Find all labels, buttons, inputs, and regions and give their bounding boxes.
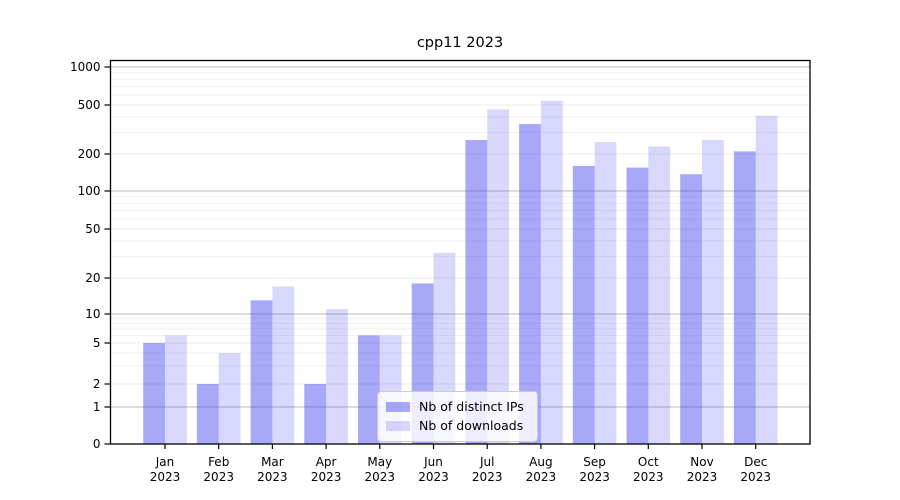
- x-tick-label-year: 2023: [257, 470, 288, 484]
- bar-downloads-mar: [272, 286, 295, 444]
- y-tick-label: 10: [85, 307, 100, 321]
- x-tick-label-month: Mar: [261, 455, 284, 469]
- bar-downloads-jan: [165, 335, 187, 444]
- plot-border: [109, 59, 811, 445]
- x-tick-label-year: 2023: [365, 470, 396, 484]
- legend: Nb of distinct IPs Nb of downloads: [377, 391, 538, 442]
- y-tick-label: 500: [78, 98, 101, 112]
- y-tick-label: 2: [93, 377, 101, 391]
- x-tick-label-year: 2023: [472, 470, 503, 484]
- y-tick-label: 1: [93, 400, 101, 414]
- x-tick-label-month: Sep: [583, 455, 606, 469]
- legend-item-distinct-ips: Nb of distinct IPs: [386, 397, 529, 416]
- x-tick-label-month: May: [367, 455, 392, 469]
- x-tick-label-month: Nov: [690, 455, 713, 469]
- bar-downloads-nov: [702, 139, 724, 445]
- legend-swatch-downloads: [386, 420, 410, 431]
- bar-distinct-ips-jan: [143, 343, 165, 444]
- bar-downloads-dec: [755, 115, 778, 444]
- bar-downloads-sep: [594, 142, 617, 444]
- legend-label-downloads: Nb of downloads: [419, 418, 524, 433]
- x-tick-label-month: Apr: [316, 455, 337, 469]
- bar-distinct-ips-dec: [733, 151, 756, 444]
- x-tick-label-year: 2023: [526, 470, 557, 484]
- bar-distinct-ips-nov: [680, 174, 702, 444]
- x-tick-label-month: Aug: [529, 455, 552, 469]
- y-tick-label: 20: [85, 271, 100, 285]
- bar-distinct-ips-jul: [465, 139, 488, 445]
- bar-distinct-ips-may: [358, 335, 380, 444]
- bar-downloads-aug: [540, 100, 563, 444]
- chart-title: cpp11 2023: [416, 35, 504, 51]
- bar-distinct-ips-oct: [626, 167, 649, 444]
- x-tick-label-year: 2023: [203, 470, 234, 484]
- legend-swatch-distinct-ips: [386, 401, 410, 412]
- bar-distinct-ips-mar: [250, 300, 273, 444]
- y-tick-label: 200: [78, 147, 101, 161]
- x-tick-label-year: 2023: [633, 470, 664, 484]
- x-tick-label-month: Dec: [744, 455, 767, 469]
- x-tick-label-year: 2023: [579, 470, 610, 484]
- x-tick-label-month: Jul: [479, 455, 494, 469]
- bar-distinct-ips-aug: [519, 124, 541, 444]
- y-tick-label: 1000: [70, 60, 101, 74]
- x-tick-label-month: Jan: [155, 455, 175, 469]
- y-tick-label: 5: [93, 336, 101, 350]
- bar-downloads-oct: [648, 146, 671, 445]
- x-tick-label-year: 2023: [150, 470, 181, 484]
- x-tick-label-year: 2023: [687, 470, 718, 484]
- bar-distinct-ips-apr: [304, 384, 327, 444]
- bar-downloads-feb: [218, 352, 241, 444]
- legend-item-downloads: Nb of downloads: [386, 416, 529, 435]
- y-tick-label: 100: [78, 184, 101, 198]
- bar-distinct-ips-sep: [572, 165, 595, 444]
- legend-label-distinct-ips: Nb of distinct IPs: [419, 399, 524, 414]
- x-tick-label-year: 2023: [418, 470, 449, 484]
- bar-distinct-ips-feb: [196, 384, 219, 444]
- x-tick-label-month: Feb: [208, 455, 229, 469]
- x-tick-label-month: Oct: [638, 455, 659, 469]
- y-tick-label: 50: [85, 222, 100, 236]
- y-tick-label: 0: [93, 437, 101, 451]
- bar-downloads-apr: [326, 309, 348, 444]
- x-tick-label-year: 2023: [740, 470, 771, 484]
- bar-downloads-jul: [487, 109, 509, 444]
- x-tick-label-month: Jun: [423, 455, 443, 469]
- x-tick-label-year: 2023: [311, 470, 342, 484]
